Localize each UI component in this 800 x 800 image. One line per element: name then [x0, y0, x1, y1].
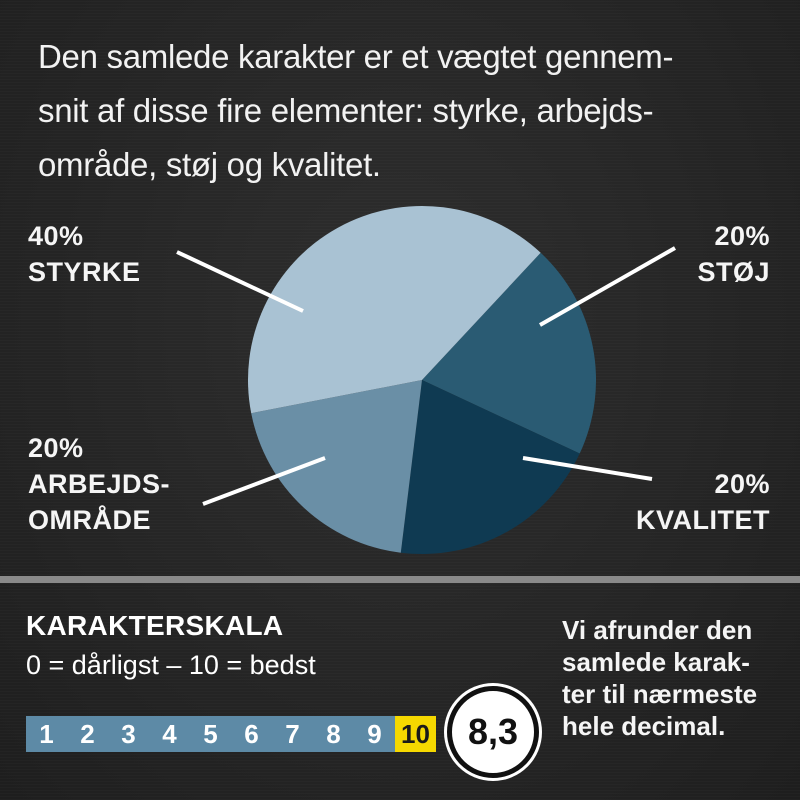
note-line: samlede karak-: [562, 647, 750, 677]
note-line: Vi afrunder den: [562, 615, 753, 645]
pie-slice-styrke: [248, 205, 541, 414]
scale-title: KARAKTERSKALA: [26, 610, 284, 641]
note-line: hele decimal.: [562, 711, 726, 741]
scale-cell-8: 8: [313, 716, 354, 752]
slice-name: OMRÅDE: [28, 505, 151, 535]
slice-percent: 20%: [714, 221, 770, 251]
scale-cell-7: 7: [272, 716, 313, 752]
leader-line-arbejdsomraade: [202, 456, 326, 506]
leader-line-stoej: [539, 246, 676, 327]
pie-slice-stoej: [422, 252, 597, 454]
divider: [0, 576, 800, 583]
scale-cell-3: 3: [108, 716, 149, 752]
note-line: ter til nærmeste: [562, 679, 758, 709]
slice-name: STYRKE: [28, 257, 141, 287]
pie-slice-kvalitet: [400, 380, 580, 554]
slice-name: ARBEJDS-: [28, 469, 171, 499]
slice-label-kvalitet: 20% KVALITET: [636, 466, 770, 538]
grade-scale: 1 2 3 4 5 6 7 8 9 10: [26, 716, 436, 752]
intro-line: snit af disse fire elementer: styrke, ar…: [38, 92, 654, 129]
leader-line-styrke: [176, 250, 304, 313]
rounding-note: Vi afrunder den samlede karak- ter til n…: [562, 614, 792, 742]
slice-name: KVALITET: [636, 505, 770, 535]
slice-label-arbejdsomraade: 20% ARBEJDS- OMRÅDE: [28, 430, 170, 538]
slice-percent: 40%: [28, 221, 84, 251]
scale-cell-2: 2: [67, 716, 108, 752]
intro-text: Den samlede karakter er et vægtet gennem…: [38, 30, 778, 192]
scale-cell-10: 10: [395, 716, 436, 752]
scale-cell-5: 5: [190, 716, 231, 752]
slice-percent: 20%: [714, 469, 770, 499]
scale-description: 0 = dårligst – 10 = bedst: [26, 650, 316, 680]
intro-line: Den samlede karakter er et vægtet gennem…: [38, 38, 674, 75]
slice-label-styrke: 40% STYRKE: [28, 218, 141, 290]
scale-cell-9: 9: [354, 716, 395, 752]
intro-line: område, støj og kvalitet.: [38, 146, 381, 183]
slice-label-stoej: 20% STØJ: [697, 218, 770, 290]
slice-percent: 20%: [28, 433, 84, 463]
slice-name: STØJ: [697, 257, 770, 287]
scale-cell-6: 6: [231, 716, 272, 752]
pie-slice-arbejdsomraade: [251, 380, 422, 553]
scale-cell-1: 1: [26, 716, 67, 752]
scale-cell-4: 4: [149, 716, 190, 752]
leader-line-kvalitet: [522, 456, 653, 481]
score-badge: 8,3: [447, 686, 539, 778]
